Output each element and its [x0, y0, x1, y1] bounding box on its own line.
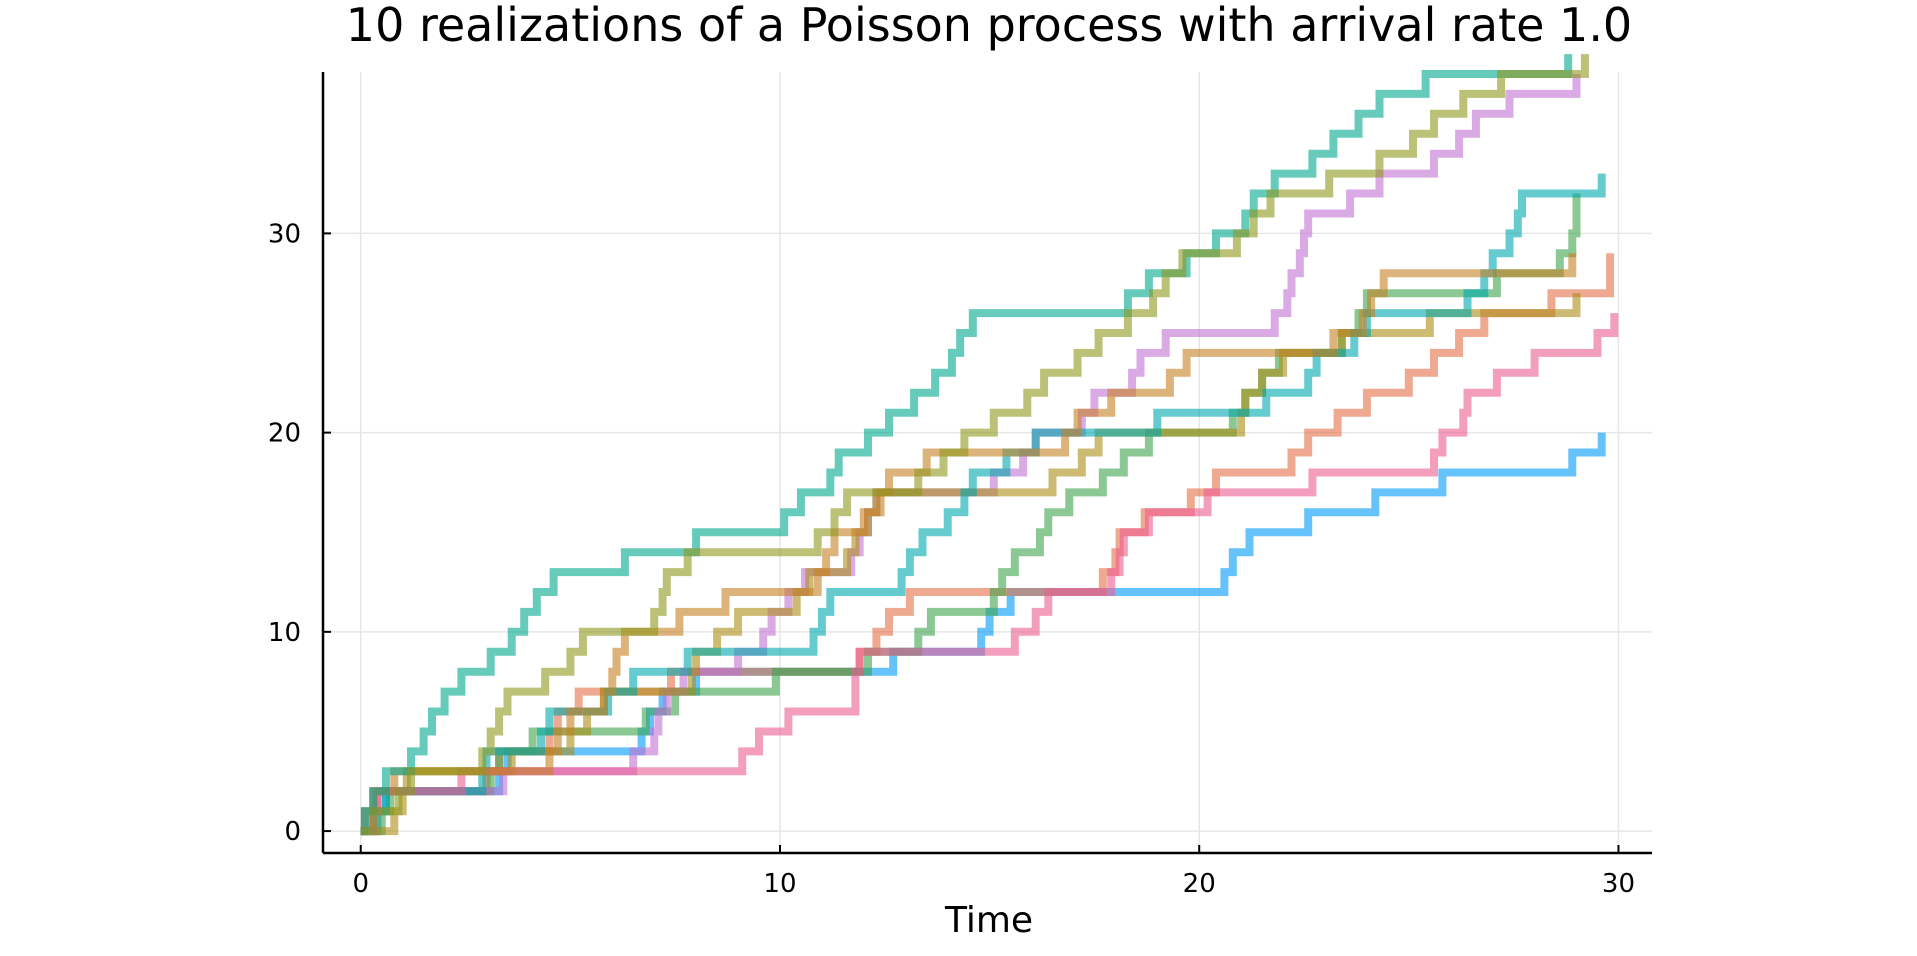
- y-tick-label: 20: [268, 419, 301, 449]
- series-line-8: [360, 253, 1577, 836]
- tick-labels: 0 10 20 30 0 10 20 30: [268, 219, 1635, 899]
- chart-title: 10 realizations of a Poisson process wit…: [346, 0, 1632, 52]
- series-line-5: [360, 293, 1581, 836]
- series-line-6: [360, 173, 1606, 836]
- y-tick-label: 30: [268, 219, 301, 249]
- axes: [321, 72, 1652, 855]
- x-tick-label: 0: [352, 869, 369, 899]
- series-line-7: [360, 313, 1619, 836]
- grid: [323, 72, 1652, 853]
- series-line-2: [360, 253, 1615, 836]
- x-tick-label: 10: [763, 869, 796, 899]
- x-tick-label: 20: [1183, 869, 1216, 899]
- series-group: [360, 54, 1619, 836]
- x-axis-label: Time: [944, 900, 1033, 941]
- y-tick-label: 0: [284, 817, 301, 847]
- series-line-10: [360, 54, 1589, 836]
- x-tick-label: 30: [1602, 869, 1635, 899]
- y-tick-label: 10: [268, 618, 301, 648]
